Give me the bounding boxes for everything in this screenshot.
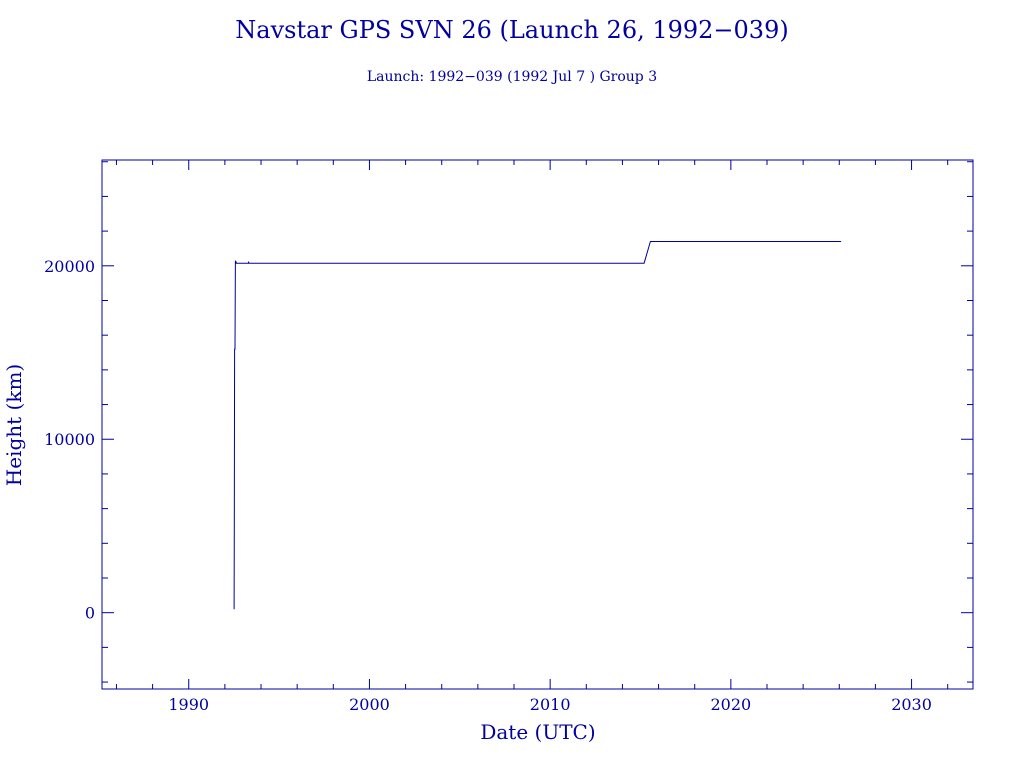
axis-ticks (102, 160, 973, 689)
x-tick-label: 2020 (710, 695, 751, 714)
y-tick-label: 10000 (44, 430, 95, 449)
y-axis-label: Height (km) (2, 364, 26, 486)
x-tick-label: 1990 (168, 695, 209, 714)
plot-frame (101, 159, 974, 690)
axis-tick-labels: 1990 2000 2010 2020 2030 0 10000 20000 (44, 257, 932, 714)
y-tick-label: 0 (85, 604, 95, 623)
chart-title: Navstar GPS SVN 26 (Launch 26, 1992−039) (235, 16, 788, 44)
y-tick-label: 20000 (44, 257, 95, 276)
series-group (233, 241, 842, 610)
x-axis-label: Date (UTC) (480, 720, 595, 744)
chart-subtitle: Launch: 1992−039 (1992 Jul 7 ) Group 3 (367, 69, 657, 85)
x-tick-label: 2030 (891, 695, 932, 714)
x-tick-label: 2000 (349, 695, 390, 714)
height-series-line (233, 241, 842, 610)
x-tick-label: 2010 (530, 695, 571, 714)
